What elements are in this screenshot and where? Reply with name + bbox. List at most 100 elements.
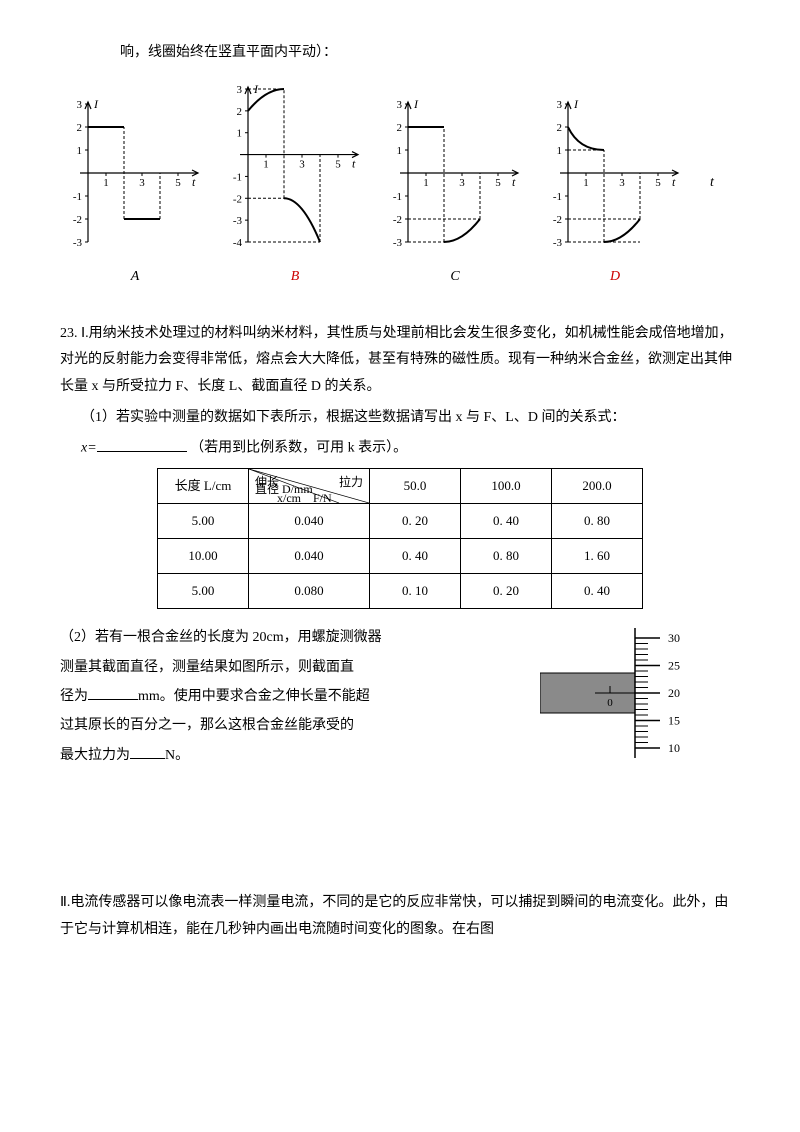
q23-part2-text: （2）若有一根合金丝的长度为 20cm，用螺旋测微器 测量其截面直径，测量结果如… <box>60 623 520 770</box>
svg-text:t: t <box>512 175 516 189</box>
svg-text:25: 25 <box>668 659 680 673</box>
cell: 0.080 <box>249 574 370 609</box>
svg-text:t: t <box>192 175 196 189</box>
svg-text:10: 10 <box>668 741 680 755</box>
cell: 0. 20 <box>370 504 461 539</box>
svg-text:3: 3 <box>619 177 625 189</box>
svg-text:1: 1 <box>237 127 243 139</box>
axis-t-label: t <box>710 170 714 197</box>
svg-text:5: 5 <box>335 158 341 170</box>
diag-force: 拉力 <box>339 471 363 494</box>
cell: 10.00 <box>158 539 249 574</box>
data-table: 长度 L/cm 伸长 拉力 x/cm F/N 直径 D/mm 50.0 100.… <box>157 468 643 609</box>
svg-text:3: 3 <box>237 84 243 96</box>
q23-part2-row: （2）若有一根合金丝的长度为 20cm，用螺旋测微器 测量其截面直径，测量结果如… <box>60 623 740 770</box>
p2-l3: 过其原长的百分之一，那么这根合金丝能承受的 <box>60 718 354 733</box>
svg-text:1: 1 <box>583 177 589 189</box>
q23-part1-eq: x= （若用到比例系数，可用 k 表示）。 <box>81 435 740 462</box>
q23-part1-tail: （若用到比例系数，可用 k 表示）。 <box>190 441 407 456</box>
cell: 0. 20 <box>461 574 552 609</box>
p2-l2b: mm。使用中要求合金之伸长量不能超 <box>138 689 370 704</box>
cell: 0. 40 <box>552 574 643 609</box>
svg-text:1: 1 <box>557 145 563 157</box>
svg-text:-2: -2 <box>393 214 402 226</box>
svg-text:I: I <box>93 97 99 111</box>
svg-text:2: 2 <box>397 122 403 134</box>
svg-text:2: 2 <box>557 122 563 134</box>
p2-l0: （2）若有一根合金丝的长度为 20cm，用螺旋测微器 <box>60 630 382 645</box>
cell: 0. 40 <box>370 539 461 574</box>
svg-text:3: 3 <box>139 177 145 189</box>
svg-text:3: 3 <box>77 99 83 111</box>
svg-text:20: 20 <box>668 686 680 700</box>
cell: 0.040 <box>249 539 370 574</box>
svg-text:-2: -2 <box>233 193 242 205</box>
p2-l4b: N。 <box>165 748 189 763</box>
table-row: 5.00 0.080 0. 10 0. 20 0. 40 <box>158 574 643 609</box>
chart-C-svg: -3 -2 -1 1 2 3 1 3 5 It <box>380 92 530 252</box>
p2-l4a: 最大拉力为 <box>60 748 130 763</box>
chart-A-svg: -3-2-1123135It <box>60 92 210 252</box>
intro-text: 响，线圈始终在竖直平面内平动）： <box>120 40 740 67</box>
svg-text:-3: -3 <box>233 215 243 227</box>
p2-l2a: 径为 <box>60 689 88 704</box>
svg-text:-1: -1 <box>73 191 82 203</box>
chart-C-label: C <box>380 264 530 291</box>
chart-B-svg: -4-3-2-1123135It <box>220 77 370 252</box>
chart-B-label: B <box>220 264 370 291</box>
svg-text:1: 1 <box>77 145 83 157</box>
p2-l1: 测量其截面直径，测量结果如图所示，则截面直 <box>60 660 354 675</box>
chart-D-svg: -3-2-1123135It <box>540 92 690 252</box>
svg-text:3: 3 <box>299 158 305 170</box>
th-length: 长度 L/cm <box>158 469 249 504</box>
svg-text:-2: -2 <box>553 214 562 226</box>
svg-text:1: 1 <box>397 145 403 157</box>
svg-text:-1: -1 <box>393 191 402 203</box>
cell: 0. 40 <box>461 504 552 539</box>
svg-text:-1: -1 <box>233 171 242 183</box>
blank-maxforce[interactable] <box>130 742 165 758</box>
svg-text:1: 1 <box>423 177 429 189</box>
svg-text:t: t <box>352 156 356 170</box>
svg-text:5: 5 <box>495 177 501 189</box>
svg-text:-2: -2 <box>73 214 82 226</box>
micrometer-figure: 0 10 15 20 25 30 <box>540 623 740 763</box>
diag-D: 直径 D/mm <box>255 478 313 501</box>
q23-head: 23. Ⅰ.用纳米技术处理过的材料叫纳米材料，其性质与处理前相比会发生很多变化，… <box>60 321 740 401</box>
table-row: 5.00 0.040 0. 20 0. 40 0. 80 <box>158 504 643 539</box>
svg-text:30: 30 <box>668 631 680 645</box>
chart-C: -3 -2 -1 1 2 3 1 3 5 It C <box>380 92 530 291</box>
svg-text:5: 5 <box>175 177 181 189</box>
svg-text:-4: -4 <box>233 237 243 249</box>
svg-text:3: 3 <box>397 99 403 111</box>
chart-D-label: D <box>540 264 690 291</box>
svg-text:-3: -3 <box>393 237 403 249</box>
svg-text:I: I <box>413 97 419 111</box>
svg-text:2: 2 <box>237 105 243 117</box>
chart-A-label: A <box>60 264 210 291</box>
chart-A: -3-2-1123135It A <box>60 92 210 291</box>
svg-text:-3: -3 <box>553 237 563 249</box>
th-f2: 200.0 <box>552 469 643 504</box>
cell: 1. 60 <box>552 539 643 574</box>
blank-diameter[interactable] <box>88 684 138 700</box>
svg-text:-3: -3 <box>73 237 83 249</box>
x-eq-label: x= <box>81 441 97 456</box>
cell: 0. 10 <box>370 574 461 609</box>
svg-text:-1: -1 <box>553 191 562 203</box>
svg-text:3: 3 <box>459 177 465 189</box>
svg-text:3: 3 <box>557 99 563 111</box>
cell: 5.00 <box>158 504 249 539</box>
charts-row: -3 -2 -1 1 2 3 1 3 5 It A -4 -3 -2 -1 1 2 3 1 3 5 It B -3 -2… <box>60 77 740 291</box>
cell: 0. 80 <box>461 539 552 574</box>
svg-text:1: 1 <box>263 158 269 170</box>
svg-text:1: 1 <box>103 177 109 189</box>
svg-text:I: I <box>573 97 579 111</box>
svg-text:0: 0 <box>607 697 613 709</box>
svg-text:15: 15 <box>668 714 680 728</box>
th-diagonal: 伸长 拉力 x/cm F/N 直径 D/mm <box>249 469 370 504</box>
th-f0: 50.0 <box>370 469 461 504</box>
blank-x-relation[interactable] <box>97 435 187 451</box>
table-row: 10.00 0.040 0. 40 0. 80 1. 60 <box>158 539 643 574</box>
q23-part1: （1）若实验中测量的数据如下表所示，根据这些数据请写出 x 与 F、L、D 间的… <box>81 405 740 432</box>
